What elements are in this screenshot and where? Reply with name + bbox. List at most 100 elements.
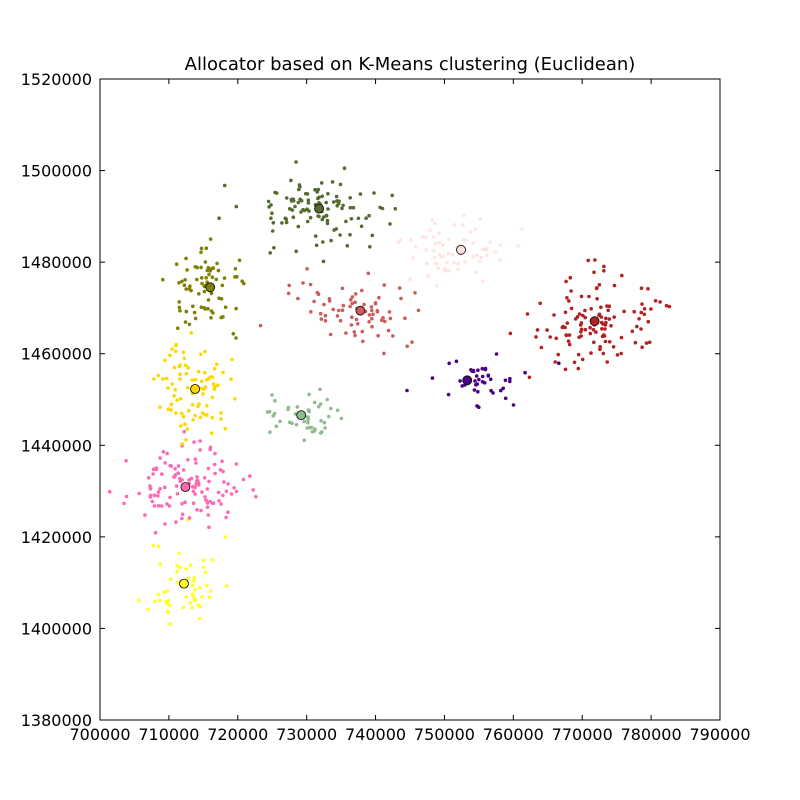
data-point xyxy=(568,275,573,280)
data-point xyxy=(196,404,200,409)
cluster-centroid-6 xyxy=(296,410,307,421)
data-point xyxy=(165,451,169,456)
data-point xyxy=(352,330,357,334)
data-point xyxy=(181,468,186,472)
data-point xyxy=(234,462,239,466)
data-point xyxy=(159,504,164,508)
data-point xyxy=(272,246,276,250)
data-point xyxy=(156,494,160,498)
plot-frame xyxy=(99,78,721,721)
data-point xyxy=(183,422,187,427)
data-point xyxy=(289,199,294,203)
y-tick-label: 1480000 xyxy=(21,253,92,272)
data-point xyxy=(468,230,473,234)
data-point xyxy=(164,600,168,604)
data-point xyxy=(230,357,234,362)
data-point xyxy=(205,487,210,491)
data-point xyxy=(399,296,403,301)
data-point xyxy=(172,394,176,398)
data-point xyxy=(194,461,198,465)
data-point xyxy=(353,292,358,296)
data-point xyxy=(436,266,441,271)
data-point xyxy=(184,595,189,599)
data-point xyxy=(473,227,478,231)
data-point xyxy=(383,319,387,324)
data-point xyxy=(191,489,196,494)
data-point xyxy=(183,278,187,282)
data-point xyxy=(190,378,195,383)
data-point xyxy=(219,411,223,415)
y-tick-label: 1380000 xyxy=(21,711,92,730)
data-point xyxy=(556,352,560,357)
data-point xyxy=(208,269,212,273)
data-point xyxy=(503,396,508,401)
centroids-layer xyxy=(179,203,600,589)
data-point xyxy=(380,206,385,211)
data-point xyxy=(195,277,199,282)
data-point xyxy=(265,410,270,414)
data-point xyxy=(168,464,172,468)
data-point xyxy=(151,472,155,476)
data-point xyxy=(477,377,481,382)
data-point xyxy=(182,283,187,288)
data-point xyxy=(302,419,307,424)
data-point xyxy=(480,279,485,284)
data-point xyxy=(317,214,321,219)
data-point xyxy=(612,315,616,319)
data-point xyxy=(213,451,217,456)
data-point xyxy=(193,265,198,269)
data-point xyxy=(485,253,489,257)
data-point xyxy=(323,319,328,323)
data-point xyxy=(390,193,395,198)
data-point xyxy=(270,229,275,233)
data-point xyxy=(388,222,392,226)
data-point xyxy=(203,570,208,575)
data-point xyxy=(579,334,583,338)
data-point xyxy=(201,392,205,396)
data-point xyxy=(192,440,196,444)
data-point xyxy=(579,327,584,332)
data-point xyxy=(647,340,652,345)
data-point xyxy=(176,464,181,468)
data-point xyxy=(563,310,568,315)
data-point xyxy=(393,207,398,211)
data-point xyxy=(349,298,353,302)
data-point xyxy=(479,255,484,260)
data-point xyxy=(172,365,177,370)
data-point xyxy=(410,340,414,344)
data-point xyxy=(458,379,462,383)
data-point xyxy=(431,235,436,239)
data-point xyxy=(324,200,329,205)
data-point xyxy=(220,459,224,464)
data-point xyxy=(356,322,360,326)
data-point xyxy=(122,501,126,506)
data-point xyxy=(325,221,330,226)
data-point xyxy=(480,380,485,384)
data-point xyxy=(619,351,623,356)
data-point xyxy=(351,205,356,210)
data-point xyxy=(307,409,312,414)
data-point xyxy=(177,364,182,369)
data-point xyxy=(508,379,512,384)
data-point xyxy=(179,424,183,428)
data-point xyxy=(491,391,495,395)
data-point xyxy=(565,296,569,300)
data-point xyxy=(204,583,209,588)
data-point xyxy=(441,243,445,247)
data-point xyxy=(202,387,206,391)
data-point xyxy=(586,258,590,263)
data-point xyxy=(622,309,626,314)
data-point xyxy=(612,283,617,288)
data-point xyxy=(594,286,599,291)
data-point xyxy=(382,283,387,287)
data-point xyxy=(223,305,228,310)
data-point xyxy=(460,384,465,388)
data-point xyxy=(160,472,164,476)
data-point xyxy=(306,417,310,422)
data-point xyxy=(567,333,572,337)
data-point xyxy=(577,312,582,316)
data-point xyxy=(370,316,374,321)
data-point xyxy=(323,313,328,318)
data-point xyxy=(210,395,215,400)
data-point xyxy=(338,233,342,237)
